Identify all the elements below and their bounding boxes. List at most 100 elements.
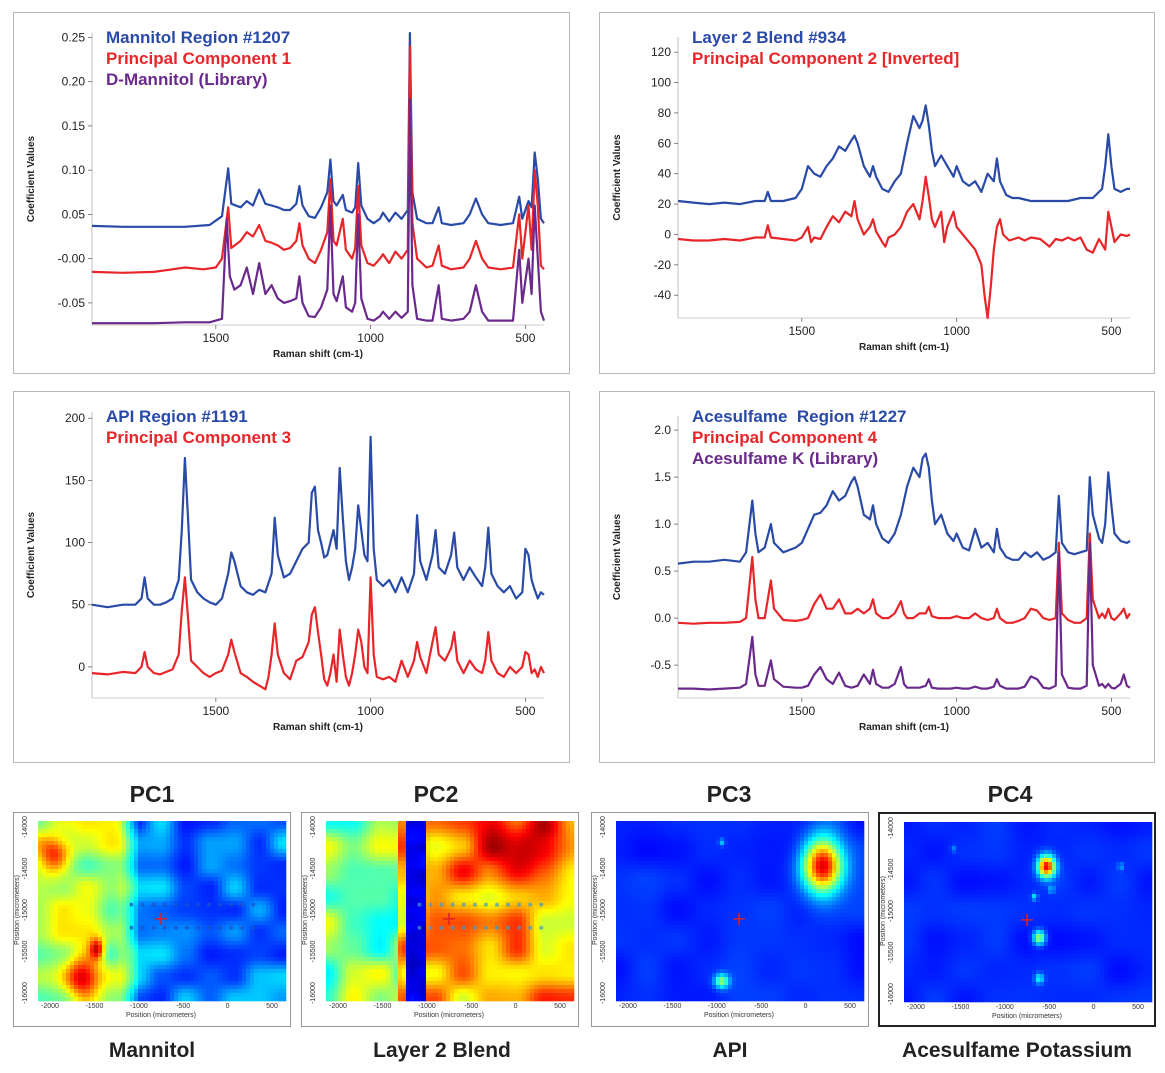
x-tick-label: 1500 xyxy=(788,704,815,718)
map-title-pc2: PC2 xyxy=(413,781,459,807)
sample-dot xyxy=(506,925,511,930)
map-y-tick-label: -15000 xyxy=(310,899,317,921)
sample-dot xyxy=(461,925,466,930)
legend-entry: Mannitol Region #1207 xyxy=(106,28,291,47)
series-line-0 xyxy=(677,104,1130,206)
sample-dot xyxy=(162,902,167,907)
y-tick-label: 1.0 xyxy=(654,517,671,531)
map-y-tick-label: -15500 xyxy=(888,941,895,963)
sample-dot xyxy=(494,902,499,907)
sample-dot xyxy=(140,925,145,930)
map-x-tick-label: -2000 xyxy=(41,1003,59,1010)
y-tick-label: 2.0 xyxy=(654,423,671,437)
map-y-tick-label: -14500 xyxy=(22,857,29,879)
series-line-0 xyxy=(91,31,545,228)
y-tick-label: 0.5 xyxy=(654,564,671,578)
legend-entry: API Region #1191 xyxy=(106,407,248,426)
y-tick-label: 100 xyxy=(651,76,671,90)
sample-dot xyxy=(229,925,234,930)
sample-dot xyxy=(450,902,455,907)
map-x-tick-label: 500 xyxy=(266,1003,278,1010)
map-y-tick-label: -14000 xyxy=(310,816,317,838)
sample-dot xyxy=(162,925,167,930)
crosshair-marker xyxy=(1021,913,1033,926)
heatmap-pc4: -2000 -1500 -1000 -500 0 500 -14000 -14500 -1500… xyxy=(880,817,1153,1020)
x-tick-label: 1500 xyxy=(202,331,229,345)
map-x-tick-label: -1000 xyxy=(708,1003,726,1010)
sample-dot xyxy=(439,925,444,930)
map-x-tick-label: 0 xyxy=(1092,1004,1096,1011)
y-tick-label: -0.00 xyxy=(58,252,86,266)
map-caption-api: API xyxy=(712,1039,748,1062)
map-y-tick-label: -14000 xyxy=(22,816,29,838)
sample-dot xyxy=(218,925,223,930)
sample-dot xyxy=(461,902,466,907)
x-tick-label: 500 xyxy=(515,704,535,718)
sample-dot xyxy=(539,902,544,907)
map-x-tick-label: -2000 xyxy=(329,1003,347,1010)
y-tick-label: 60 xyxy=(658,136,672,150)
sample-dot xyxy=(428,902,433,907)
sample-dot xyxy=(129,925,134,930)
series-line-1 xyxy=(677,175,1131,320)
y-tick-label: 0.05 xyxy=(62,207,86,221)
sample-dot xyxy=(483,925,488,930)
heatmap-pc2: -2000 -1500 -1000 -500 0 500 -14000 -14500 -1500… xyxy=(302,816,575,1019)
map-y-tick-label: -16000 xyxy=(310,982,317,1004)
sample-dot xyxy=(472,925,477,930)
heatmap-pc3: -2000 -1500 -1000 -500 0 500 -14000 -14500 -1500… xyxy=(592,816,865,1019)
y-tick-label: 1.5 xyxy=(654,470,671,484)
map-x-tick-label: -500 xyxy=(1042,1004,1056,1011)
sample-dot xyxy=(528,925,533,930)
y-tick-label: 0.10 xyxy=(62,163,86,177)
sample-dot xyxy=(173,925,178,930)
legend: API Region #1191 Principal Component 3 xyxy=(106,406,291,448)
sample-dot xyxy=(417,902,422,907)
map-x-axis-label: Position (micrometers) xyxy=(704,1012,774,1019)
y-tick-label: 0.20 xyxy=(62,75,86,89)
legend: Mannitol Region #1207 Principal Component… xyxy=(106,27,291,90)
y-tick-label: -0.05 xyxy=(58,296,86,310)
sample-dot xyxy=(506,902,511,907)
map-x-tick-label: -500 xyxy=(176,1003,190,1010)
x-axis-label: Raman shift (cm-1) xyxy=(859,722,949,733)
map-y-tick-label: -15500 xyxy=(310,940,317,962)
crosshair-marker xyxy=(155,912,167,925)
map-x-tick-label: 0 xyxy=(514,1003,518,1010)
legend-entry: Acesulfame K (Library) xyxy=(692,449,879,468)
crosshair-marker xyxy=(443,912,455,925)
series-line-2 xyxy=(678,541,1131,691)
legend-entry: Principal Component 1 xyxy=(106,49,292,68)
y-tick-label: 0 xyxy=(78,660,85,674)
x-tick-label: 1500 xyxy=(202,704,229,718)
x-tick-label: 500 xyxy=(1101,704,1121,718)
sample-dot xyxy=(184,902,189,907)
y-tick-label: 20 xyxy=(658,197,672,211)
map-x-tick-label: 500 xyxy=(1132,1004,1144,1011)
legend: Acesulfame Region #1227 Principal Compone… xyxy=(692,406,906,469)
legend-entry: Principal Component 3 xyxy=(106,428,292,447)
map-x-tick-label: -1000 xyxy=(996,1004,1014,1011)
y-tick-label: 120 xyxy=(651,45,671,59)
x-tick-label: 1000 xyxy=(943,704,970,718)
map-pc2: -2000 -1500 -1000 -500 0 500 -14000 -14500 -1500… xyxy=(301,812,579,1027)
map-x-tick-label: -500 xyxy=(754,1003,768,1010)
sample-dot xyxy=(417,925,422,930)
y-tick-label: 0.0 xyxy=(654,611,671,625)
map-caption-acesulfame: Acesulfame Potassium xyxy=(902,1039,1132,1062)
sample-dot xyxy=(428,925,433,930)
map-x-tick-label: -1500 xyxy=(951,1004,969,1011)
x-axis-label: Raman shift (cm-1) xyxy=(859,342,949,353)
y-tick-label: -0.5 xyxy=(650,658,671,672)
heatmap-cells xyxy=(616,821,865,1002)
map-y-axis-label: Position (micrometers) xyxy=(14,875,21,945)
heatmap-cells xyxy=(326,821,575,1002)
y-tick-label: 0.15 xyxy=(62,119,86,133)
sample-dot xyxy=(483,902,488,907)
map-y-tick-label: -16000 xyxy=(888,983,895,1005)
map-y-tick-label: -15000 xyxy=(600,899,607,921)
map-y-tick-label: -15000 xyxy=(22,899,29,921)
map-x-tick-label: -1500 xyxy=(85,1003,103,1010)
map-x-tick-label: -1500 xyxy=(663,1003,681,1010)
map-y-tick-label: -14000 xyxy=(600,816,607,838)
